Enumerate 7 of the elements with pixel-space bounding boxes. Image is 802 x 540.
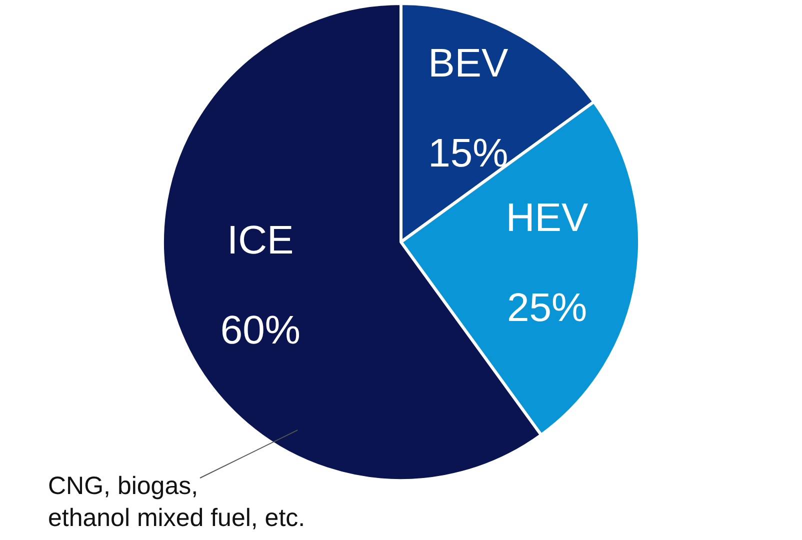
data-label: 60% [220, 308, 300, 353]
slice-label: BEV [428, 41, 508, 86]
slice-label: HEV [506, 196, 588, 240]
text: CNG, biogas, ethanol mixed fuel, etc. [48, 471, 306, 534]
data-label: 15% [428, 131, 508, 176]
data-label: 25% [507, 286, 588, 330]
slice-label: ICE [227, 218, 294, 263]
